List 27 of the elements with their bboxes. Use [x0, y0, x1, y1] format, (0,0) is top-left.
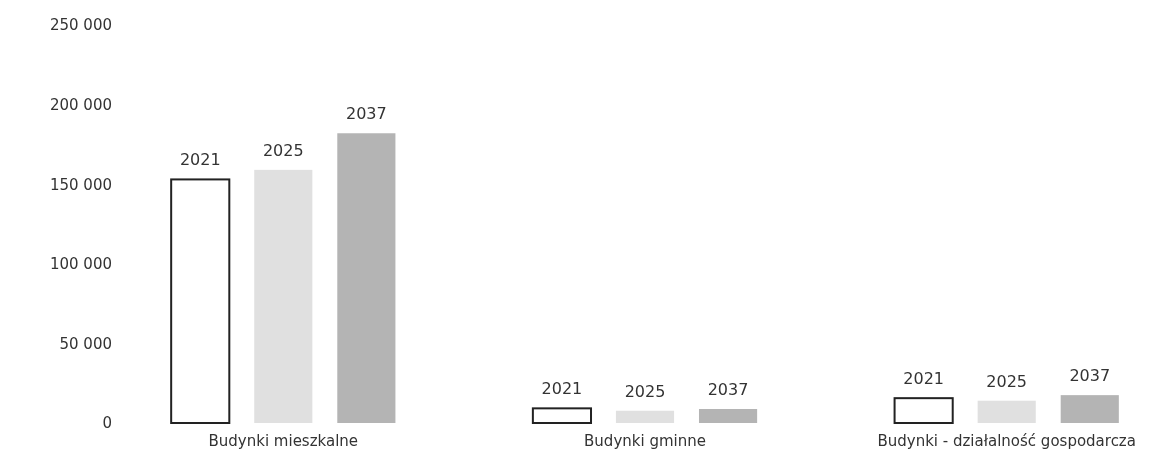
- text: 2025: [624, 381, 666, 401]
- y-tick-label: 150 000: [49, 175, 112, 194]
- bar: [1060, 395, 1119, 423]
- y-tick-label: 50 000: [59, 334, 112, 353]
- series-label: 2025: [262, 140, 304, 160]
- x-tick-label: Budynki gminne: [584, 431, 706, 450]
- text: 2037: [707, 379, 749, 399]
- bar: [698, 408, 758, 423]
- bar: [531, 407, 593, 424]
- bar: [170, 178, 231, 424]
- bar: [893, 397, 954, 424]
- y-tick-label: 0: [102, 414, 112, 433]
- bar: [615, 410, 675, 423]
- text: 2021: [903, 369, 944, 389]
- series-label: 2037: [346, 104, 387, 124]
- x-tick-label: Budynki mieszkalne: [208, 431, 359, 450]
- bar: [977, 400, 1036, 423]
- bar: [337, 133, 396, 423]
- x-tick-label: Budynki - działalność gospodarcza: [877, 431, 1136, 450]
- y-tick-label: 250 000: [49, 16, 112, 35]
- y-tick-label: 100 000: [49, 255, 112, 274]
- text: 2037: [1069, 366, 1111, 386]
- text: 2025: [986, 371, 1028, 391]
- y-tick-label: 200 000: [49, 95, 112, 114]
- bar: [254, 169, 313, 423]
- series-label: 2021: [179, 150, 221, 170]
- text: 2021: [541, 379, 583, 399]
